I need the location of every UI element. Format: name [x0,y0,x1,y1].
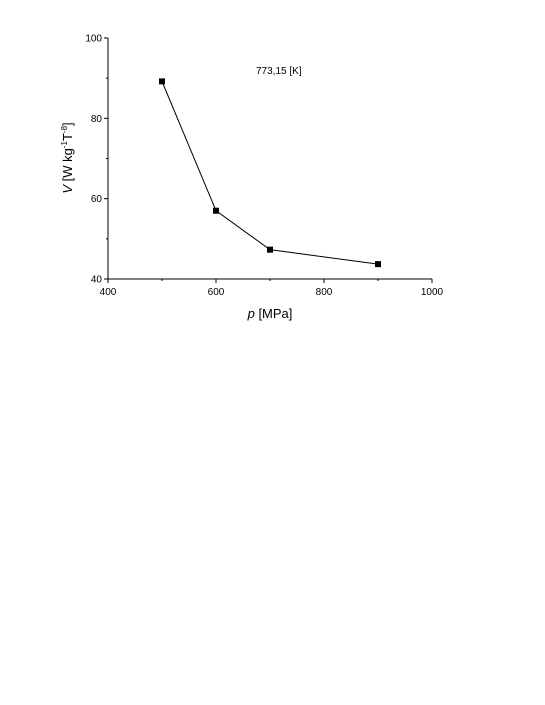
ticks: 400 600 800 1000 40 60 80 100 [85,34,443,299]
x-axis-symbol: p [247,306,255,321]
data-point [267,246,273,253]
y-axis-exp2: -8 [60,125,69,133]
x-tick-label: 800 [316,287,333,298]
data-point [159,78,165,85]
x-tick-label: 400 [100,287,117,298]
series [159,78,381,268]
x-axis-title: p [MPa] [247,306,293,321]
y-tick-label: 100 [85,34,102,45]
x-axis-unit: [MPa] [255,306,293,321]
y-axis-unit-end: ] [60,122,75,126]
y-tick-label: 40 [91,275,103,286]
x-tick-label: 1000 [421,287,444,298]
y-tick-label: 60 [91,194,103,205]
temperature-annotation: 773,15 [K] [256,66,302,77]
data-point [213,207,219,214]
y-tick-label: 80 [91,114,103,125]
y-axis-unit-main: [W kg [60,148,75,185]
y-axis-unit-mid: T [60,133,75,141]
series-line [161,81,379,265]
y-axis-title: V [W kg-1T-8] [60,122,75,193]
y-axis-exp1: -1 [60,140,69,148]
y-axis-symbol: V [60,184,75,194]
data-point [375,261,381,268]
x-tick-label: 600 [208,287,225,298]
